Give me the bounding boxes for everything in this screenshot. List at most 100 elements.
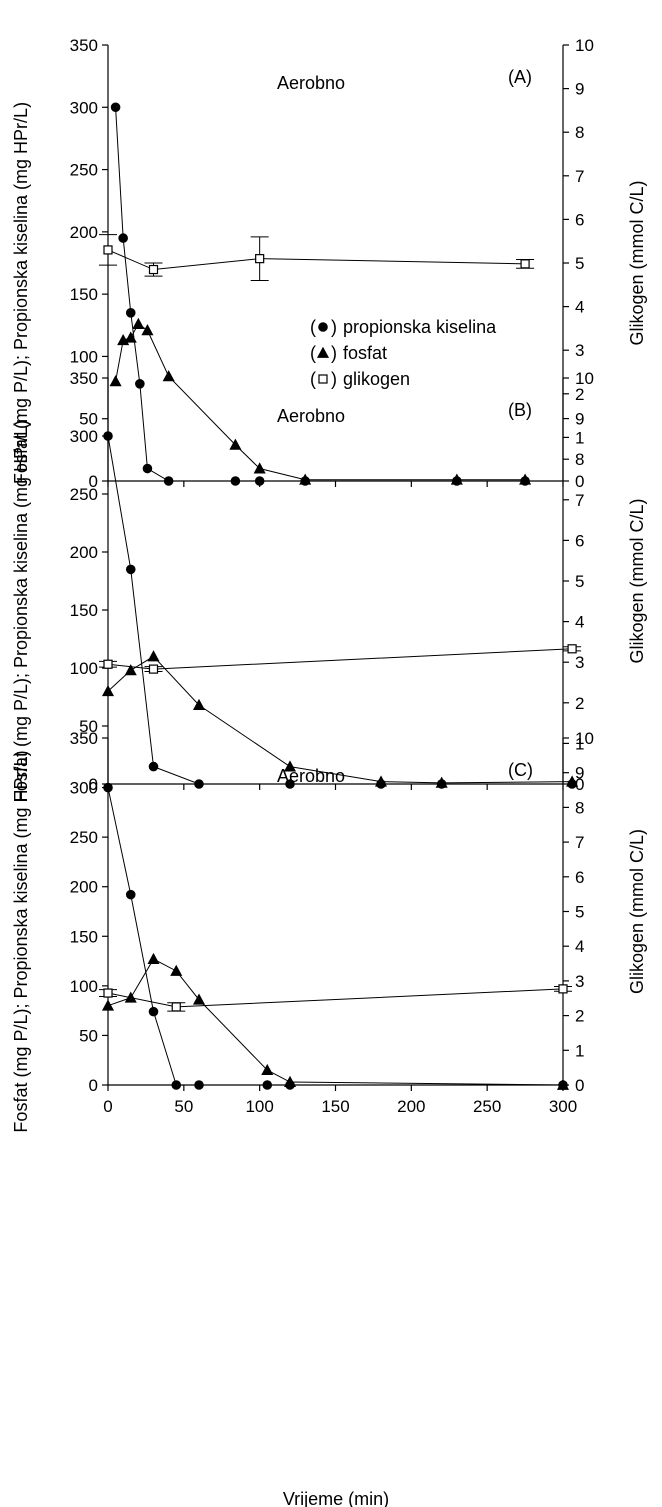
y2-tick-label: 7 <box>575 167 584 186</box>
series-line <box>107 958 564 1086</box>
series-line <box>107 655 573 784</box>
series-line <box>115 323 526 481</box>
data-point <box>192 993 206 1005</box>
series-line <box>107 648 573 670</box>
data-point <box>253 462 266 474</box>
y2-tick-label: 6 <box>575 531 584 550</box>
data-point <box>109 375 122 387</box>
legend-label: fosfat <box>343 343 387 363</box>
y-tick-label: 0 <box>89 775 98 794</box>
data-point <box>283 760 297 772</box>
data-point <box>148 1006 159 1017</box>
data-point <box>148 664 159 674</box>
y-axis-title: Fosfat (mg P/L); Propionska kiselina (mg… <box>11 750 31 1132</box>
y2-tick-label: 9 <box>575 80 584 99</box>
y2-tick-label: 10 <box>575 369 594 388</box>
y2-tick-label: 3 <box>575 341 584 360</box>
data-point <box>262 1080 273 1090</box>
series-circle <box>103 782 568 1090</box>
data-point <box>124 331 137 343</box>
y-tick-label: 200 <box>70 878 98 897</box>
x-tick-label: 100 <box>245 1097 273 1116</box>
y-tick-label: 0 <box>89 1076 98 1095</box>
data-point <box>103 988 113 998</box>
y2-tick-label: 8 <box>575 798 584 817</box>
series-square <box>99 644 582 674</box>
y-tick-label: 150 <box>70 285 98 304</box>
y-tick-label: 50 <box>79 410 98 429</box>
y2-tick-label: 0 <box>575 1076 584 1095</box>
data-point <box>148 761 159 772</box>
data-point <box>435 776 448 788</box>
data-point <box>148 264 159 275</box>
y2-axis-title: Glikogen (mmol C/L) <box>627 180 647 345</box>
data-point <box>132 317 145 329</box>
y2-tick-label: 8 <box>575 123 584 142</box>
y2-tick-label: 5 <box>575 572 584 591</box>
legend-paren-close: ) <box>331 317 337 337</box>
y-tick-label: 350 <box>70 36 98 55</box>
series-triangle <box>109 317 532 485</box>
data-point <box>110 102 121 113</box>
data-point <box>103 659 113 669</box>
panel-label: (A) <box>508 67 532 87</box>
y2-tick-label: 1 <box>575 734 584 753</box>
data-point <box>103 245 113 255</box>
panel-annotation: Aerobno <box>277 766 345 786</box>
y2-tick-label: 5 <box>575 903 584 922</box>
y-tick-label: 200 <box>70 543 98 562</box>
y2-tick-label: 2 <box>575 385 584 404</box>
data-point <box>103 431 113 441</box>
data-point <box>255 254 265 264</box>
panel-annotation: Aerobno <box>277 73 345 93</box>
data-point <box>162 370 175 382</box>
y2-tick-label: 0 <box>575 775 584 794</box>
series-line <box>107 787 563 1086</box>
y2-tick-label: 3 <box>575 653 584 672</box>
data-point <box>163 476 174 486</box>
x-axis-title: Vrijeme (min) <box>283 1489 389 1507</box>
series-line <box>107 249 526 271</box>
data-point <box>192 698 206 711</box>
y2-tick-label: 8 <box>575 450 584 469</box>
y2-tick-label: 7 <box>575 491 584 510</box>
y-tick-label: 150 <box>70 601 98 620</box>
y2-tick-label: 4 <box>575 937 584 956</box>
y-tick-label: 100 <box>70 347 98 366</box>
y2-tick-label: 0 <box>575 472 584 491</box>
y-tick-label: 50 <box>79 717 98 736</box>
legend-paren-close: ) <box>331 369 337 389</box>
data-point <box>283 1075 297 1087</box>
y2-tick-label: 9 <box>575 410 584 429</box>
y2-tick-label: 10 <box>575 729 594 748</box>
panel-label: (C) <box>508 760 533 780</box>
y-tick-label: 100 <box>70 659 98 678</box>
y2-tick-label: 6 <box>575 868 584 887</box>
y2-tick-label: 3 <box>575 972 584 991</box>
data-point <box>147 952 160 965</box>
y2-tick-label: 10 <box>575 36 594 55</box>
y2-tick-label: 7 <box>575 833 584 852</box>
series-line <box>107 435 573 785</box>
legend-paren-open: ( <box>310 317 316 337</box>
y-tick-label: 350 <box>70 729 98 748</box>
series-square <box>99 984 572 1012</box>
y2-tick-label: 1 <box>575 1041 584 1060</box>
legend-marker-square <box>318 374 328 384</box>
y2-tick-label: 6 <box>575 210 584 229</box>
series-triangle <box>101 952 570 1090</box>
legend-label: propionska kiselina <box>343 317 497 337</box>
data-point <box>125 564 136 575</box>
x-tick-label: 300 <box>549 1097 577 1116</box>
y2-axis-title: Glikogen (mmol C/L) <box>627 829 647 994</box>
data-point <box>141 324 154 336</box>
data-point <box>194 779 204 789</box>
y2-tick-label: 4 <box>575 298 584 317</box>
data-point <box>254 476 265 486</box>
data-point <box>171 1080 182 1090</box>
data-point <box>142 463 153 474</box>
legend-marker-circle <box>318 322 328 332</box>
data-point <box>230 476 241 486</box>
axes-frame <box>107 378 564 785</box>
